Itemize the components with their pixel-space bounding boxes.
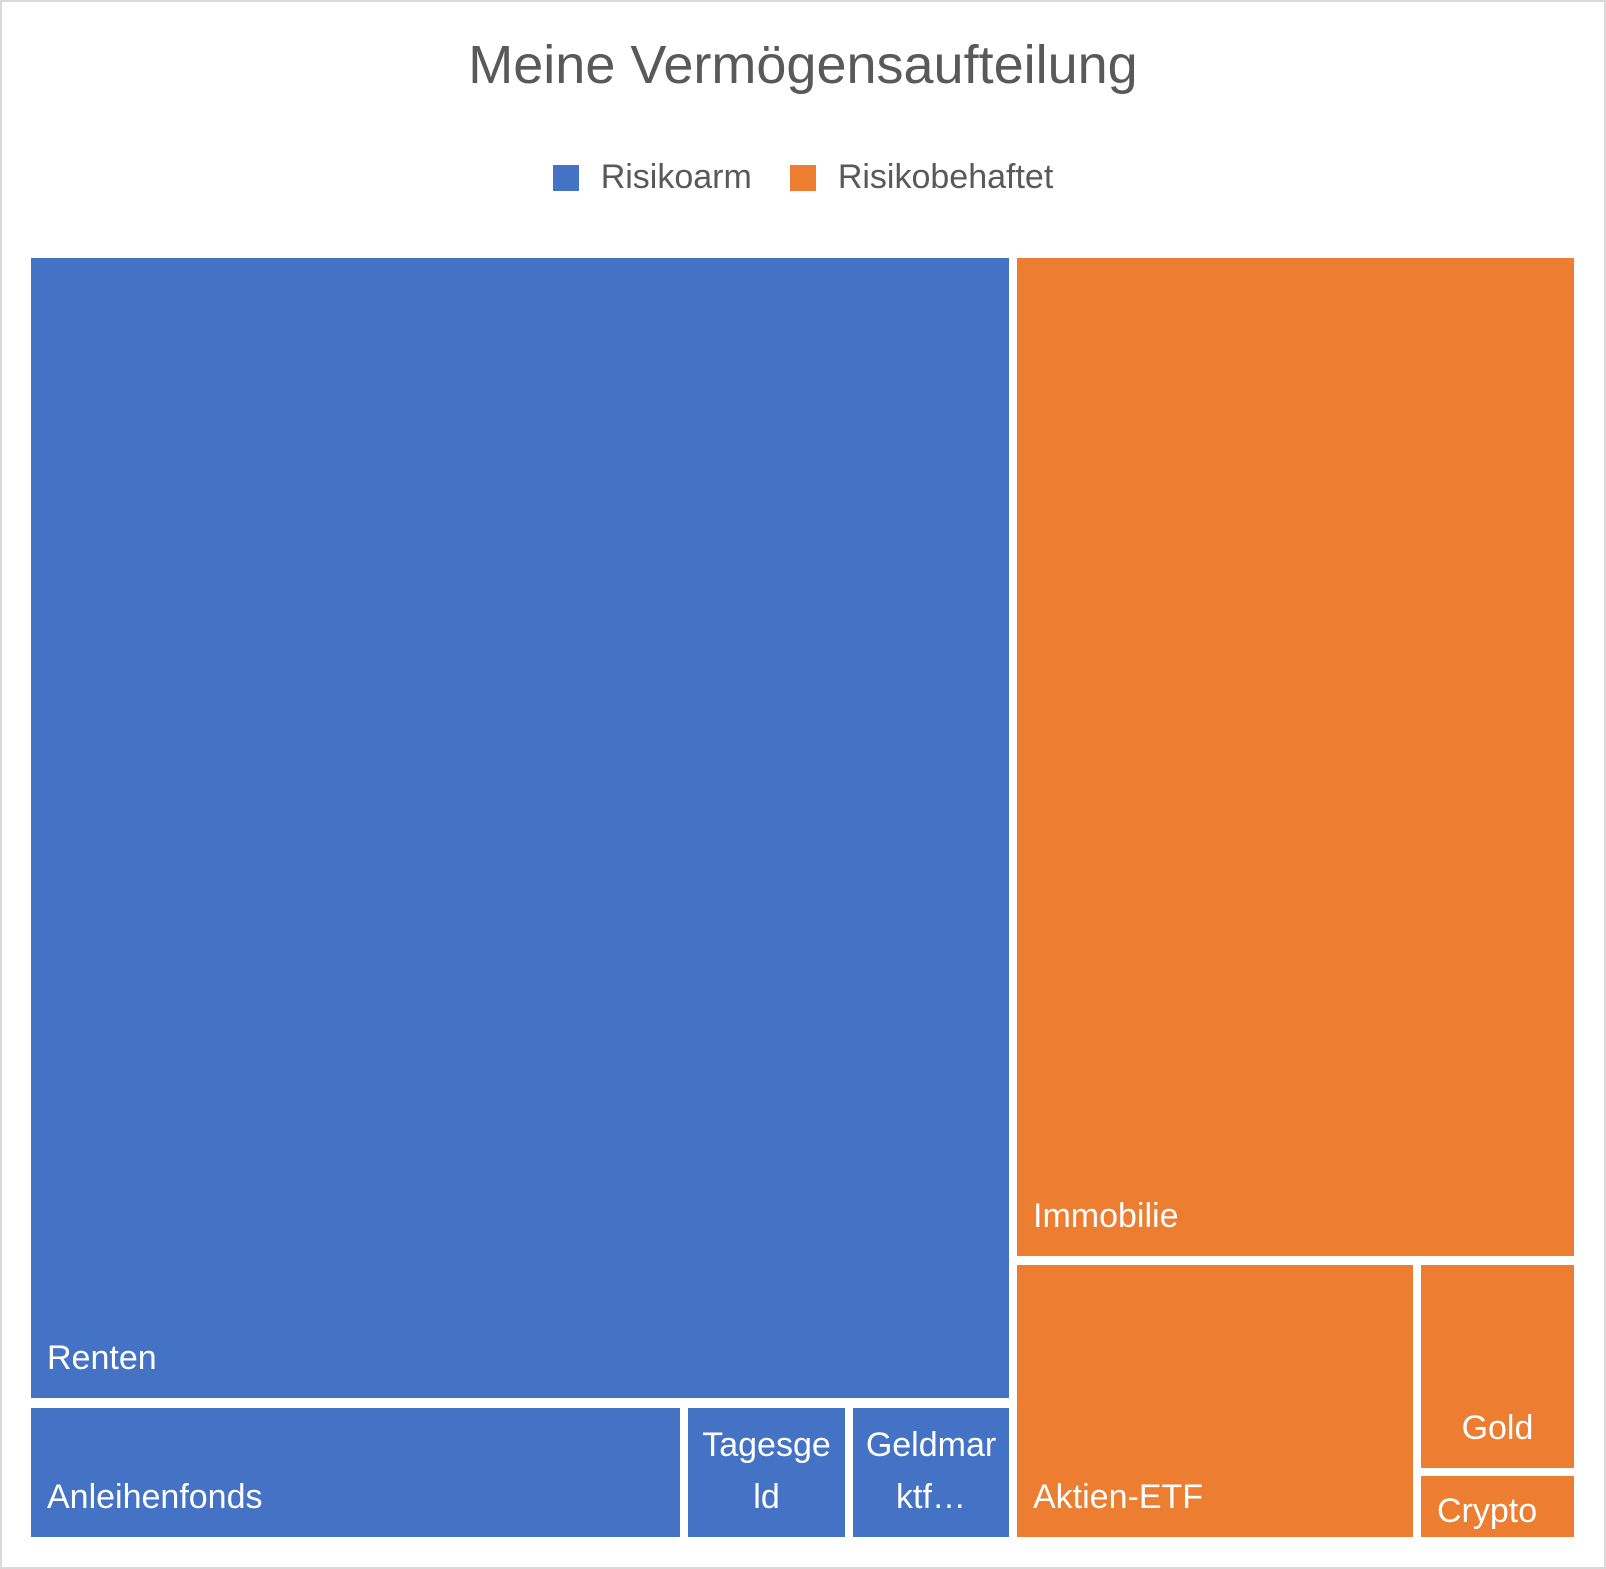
treemap-tile-immobilie[interactable]: Immobilie bbox=[1017, 258, 1574, 1256]
legend-swatch-risikobehaftet bbox=[789, 164, 816, 191]
tile-label: Anleihenfonds bbox=[47, 1478, 263, 1516]
treemap-tile-geldmarktf[interactable]: Geldmarktf… bbox=[853, 1408, 1009, 1537]
treemap-tile-gold[interactable]: Gold bbox=[1421, 1265, 1574, 1468]
tile-label: Tagesgeld bbox=[702, 1426, 831, 1516]
legend-label: Risikobehaftet bbox=[837, 158, 1054, 196]
tile-label: Gold bbox=[1461, 1409, 1534, 1447]
tile-label: Geldmarktf… bbox=[865, 1426, 997, 1516]
legend-item-risikoarm[interactable]: Risikoarm bbox=[552, 158, 752, 197]
tile-label: Aktien-ETF bbox=[1033, 1478, 1204, 1516]
treemap-tile-renten[interactable]: Renten bbox=[31, 258, 1009, 1398]
treemap-tile-anleihenfonds[interactable]: Anleihenfonds bbox=[31, 1408, 680, 1537]
treemap-tile-tagesgeld[interactable]: Tagesgeld bbox=[688, 1408, 845, 1537]
treemap-tile-crypto[interactable]: Crypto bbox=[1421, 1476, 1574, 1537]
tile-label: Renten bbox=[47, 1339, 157, 1377]
treemap-tile-aktien-etf[interactable]: Aktien-ETF bbox=[1017, 1265, 1413, 1537]
legend-swatch-risikoarm bbox=[552, 164, 579, 191]
legend-label: Risikoarm bbox=[600, 158, 752, 196]
tile-label: Crypto bbox=[1437, 1492, 1538, 1530]
legend-item-risikobehaftet[interactable]: Risikobehaftet bbox=[789, 158, 1054, 197]
chart-title: Meine Vermögensaufteilung bbox=[468, 35, 1138, 95]
tile-label: Immobilie bbox=[1033, 1197, 1179, 1235]
legend: Risikoarm Risikobehaftet bbox=[0, 158, 1606, 197]
